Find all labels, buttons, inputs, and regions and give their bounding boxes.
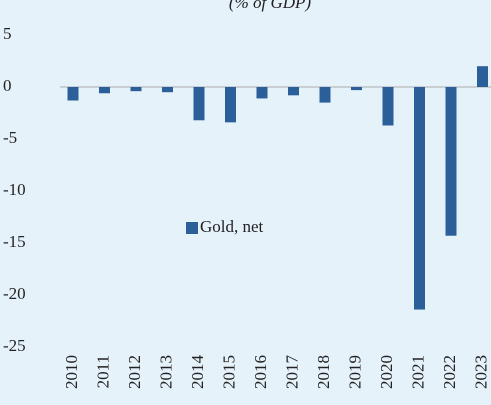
- x-tick-label: 2022: [440, 355, 459, 389]
- legend-label: Gold, net: [200, 217, 264, 236]
- x-tick-label: 2016: [251, 355, 270, 389]
- x-tick-label: 2020: [377, 355, 396, 389]
- x-tick-label: 2012: [125, 355, 144, 389]
- bar: [130, 87, 142, 92]
- y-tick-label: 0: [3, 76, 12, 95]
- x-tick-label: 2018: [314, 355, 333, 389]
- x-tick-label: 2014: [188, 355, 207, 390]
- x-tick-label: 2021: [408, 355, 427, 389]
- bar: [256, 87, 268, 99]
- y-tick-label: -10: [3, 180, 26, 199]
- bar: [351, 87, 362, 91]
- bar: [319, 87, 331, 103]
- bar: [445, 87, 457, 236]
- bar: [99, 87, 110, 94]
- x-tick-label: 2015: [219, 355, 238, 389]
- bar: [193, 87, 205, 121]
- chart-title: (% of GDP): [229, 0, 311, 12]
- bar: [288, 87, 299, 96]
- y-tick-label: -25: [3, 336, 26, 355]
- legend-swatch: [186, 222, 198, 234]
- bar: [477, 66, 488, 87]
- bar: [67, 87, 79, 101]
- x-tick-label: 2010: [62, 355, 81, 389]
- x-tick-label: 2011: [93, 355, 112, 388]
- y-tick-label: -20: [3, 284, 26, 303]
- x-tick-label: 2013: [156, 355, 175, 389]
- x-tick-label: 2023: [471, 355, 490, 389]
- x-tick-label: 2017: [282, 355, 301, 390]
- y-tick-label: 5: [3, 24, 12, 43]
- y-tick-label: -5: [3, 128, 17, 147]
- bar: [414, 87, 425, 310]
- bar: [382, 87, 394, 126]
- bar: [162, 87, 173, 93]
- bar: [225, 87, 236, 123]
- x-tick-label: 2019: [345, 355, 364, 389]
- y-tick-label: -15: [3, 232, 26, 251]
